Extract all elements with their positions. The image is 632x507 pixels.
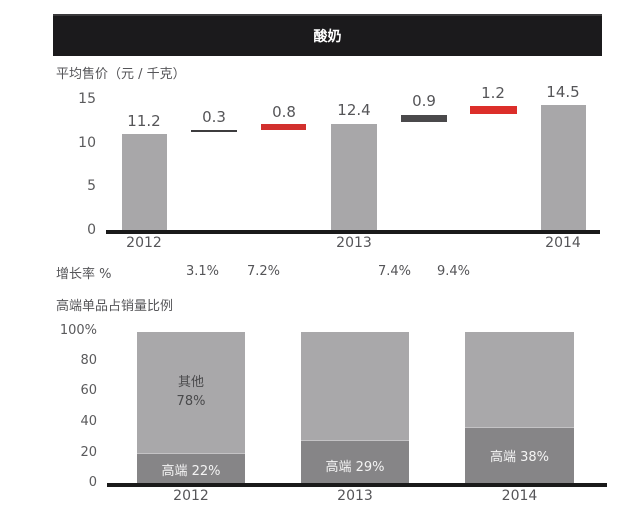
chart-header-bar: 酸奶 — [53, 14, 602, 56]
price-value-2014: 14.5 — [546, 83, 580, 101]
share-bar-2013-high — [301, 440, 409, 484]
share-2014-high-label: 高端 38% — [489, 450, 550, 465]
y-tick-15: 15 — [78, 91, 96, 107]
y-tick-0: 0 — [87, 222, 96, 238]
increment-bar-0-8 — [261, 124, 306, 130]
price-bar-2012 — [122, 134, 167, 232]
share-2012-high-label: 高端 22% — [161, 464, 221, 479]
growth-rate-0-9: 7.4% — [378, 264, 412, 279]
y-tick-60: 60 — [80, 383, 97, 398]
share-2013-high-label: 高端 29% — [325, 460, 385, 475]
increment-bar-1-2 — [470, 106, 517, 114]
share-chart-label: 高端单品占销量比例 — [56, 299, 174, 314]
y-tick-100: 100% — [59, 323, 97, 338]
share-x-label-2012: 2012 — [173, 488, 209, 504]
price-value-2013: 12.4 — [337, 101, 371, 119]
y-tick-0-pct: 0 — [88, 475, 97, 490]
share-bar-2013-other — [301, 332, 409, 440]
share-2012-other-label: 其他 78% — [137, 373, 245, 411]
price-x-label-2014: 2014 — [545, 235, 581, 251]
price-bar-2013 — [331, 124, 377, 232]
increment-value-0-9: 0.9 — [412, 92, 436, 110]
y-tick-40: 40 — [80, 414, 97, 429]
price-value-2012: 11.2 — [127, 112, 161, 130]
increment-bar-0-3 — [191, 130, 237, 132]
price-x-label-2012: 2012 — [126, 235, 162, 251]
price-x-axis — [106, 230, 600, 234]
y-tick-5: 5 — [87, 178, 96, 194]
other-name: 其他 — [177, 375, 204, 390]
share-bar-2012-high — [137, 453, 245, 484]
share-bar-2014-high — [465, 427, 574, 484]
share-x-axis — [107, 483, 607, 487]
increment-value-1-2: 1.2 — [481, 84, 505, 102]
growth-rate-1-2: 9.4% — [437, 264, 471, 279]
share-x-label-2013: 2013 — [337, 488, 373, 504]
share-bar-2012-other — [137, 332, 245, 453]
increment-value-0-3: 0.3 — [202, 108, 226, 126]
increment-value-0-8: 0.8 — [272, 103, 296, 121]
growth-rate-0-8: 7.2% — [247, 264, 281, 279]
price-x-label-2013: 2013 — [336, 235, 372, 251]
other-pct: 78% — [176, 394, 206, 409]
y-tick-20: 20 — [80, 445, 97, 460]
price-chart-label: 平均售价（元 / 千克） — [56, 67, 186, 82]
price-bar-2014 — [541, 105, 586, 232]
share-bar-2014-other — [465, 332, 574, 427]
y-tick-10: 10 — [78, 135, 96, 151]
share-x-label-2014: 2014 — [501, 488, 538, 504]
chart-title: 酸奶 — [313, 29, 342, 45]
growth-rate-0-3: 3.1% — [186, 264, 220, 279]
increment-bar-0-9 — [401, 115, 447, 122]
y-tick-80: 80 — [80, 353, 97, 368]
growth-rate-label: 增长率 % — [56, 267, 112, 282]
